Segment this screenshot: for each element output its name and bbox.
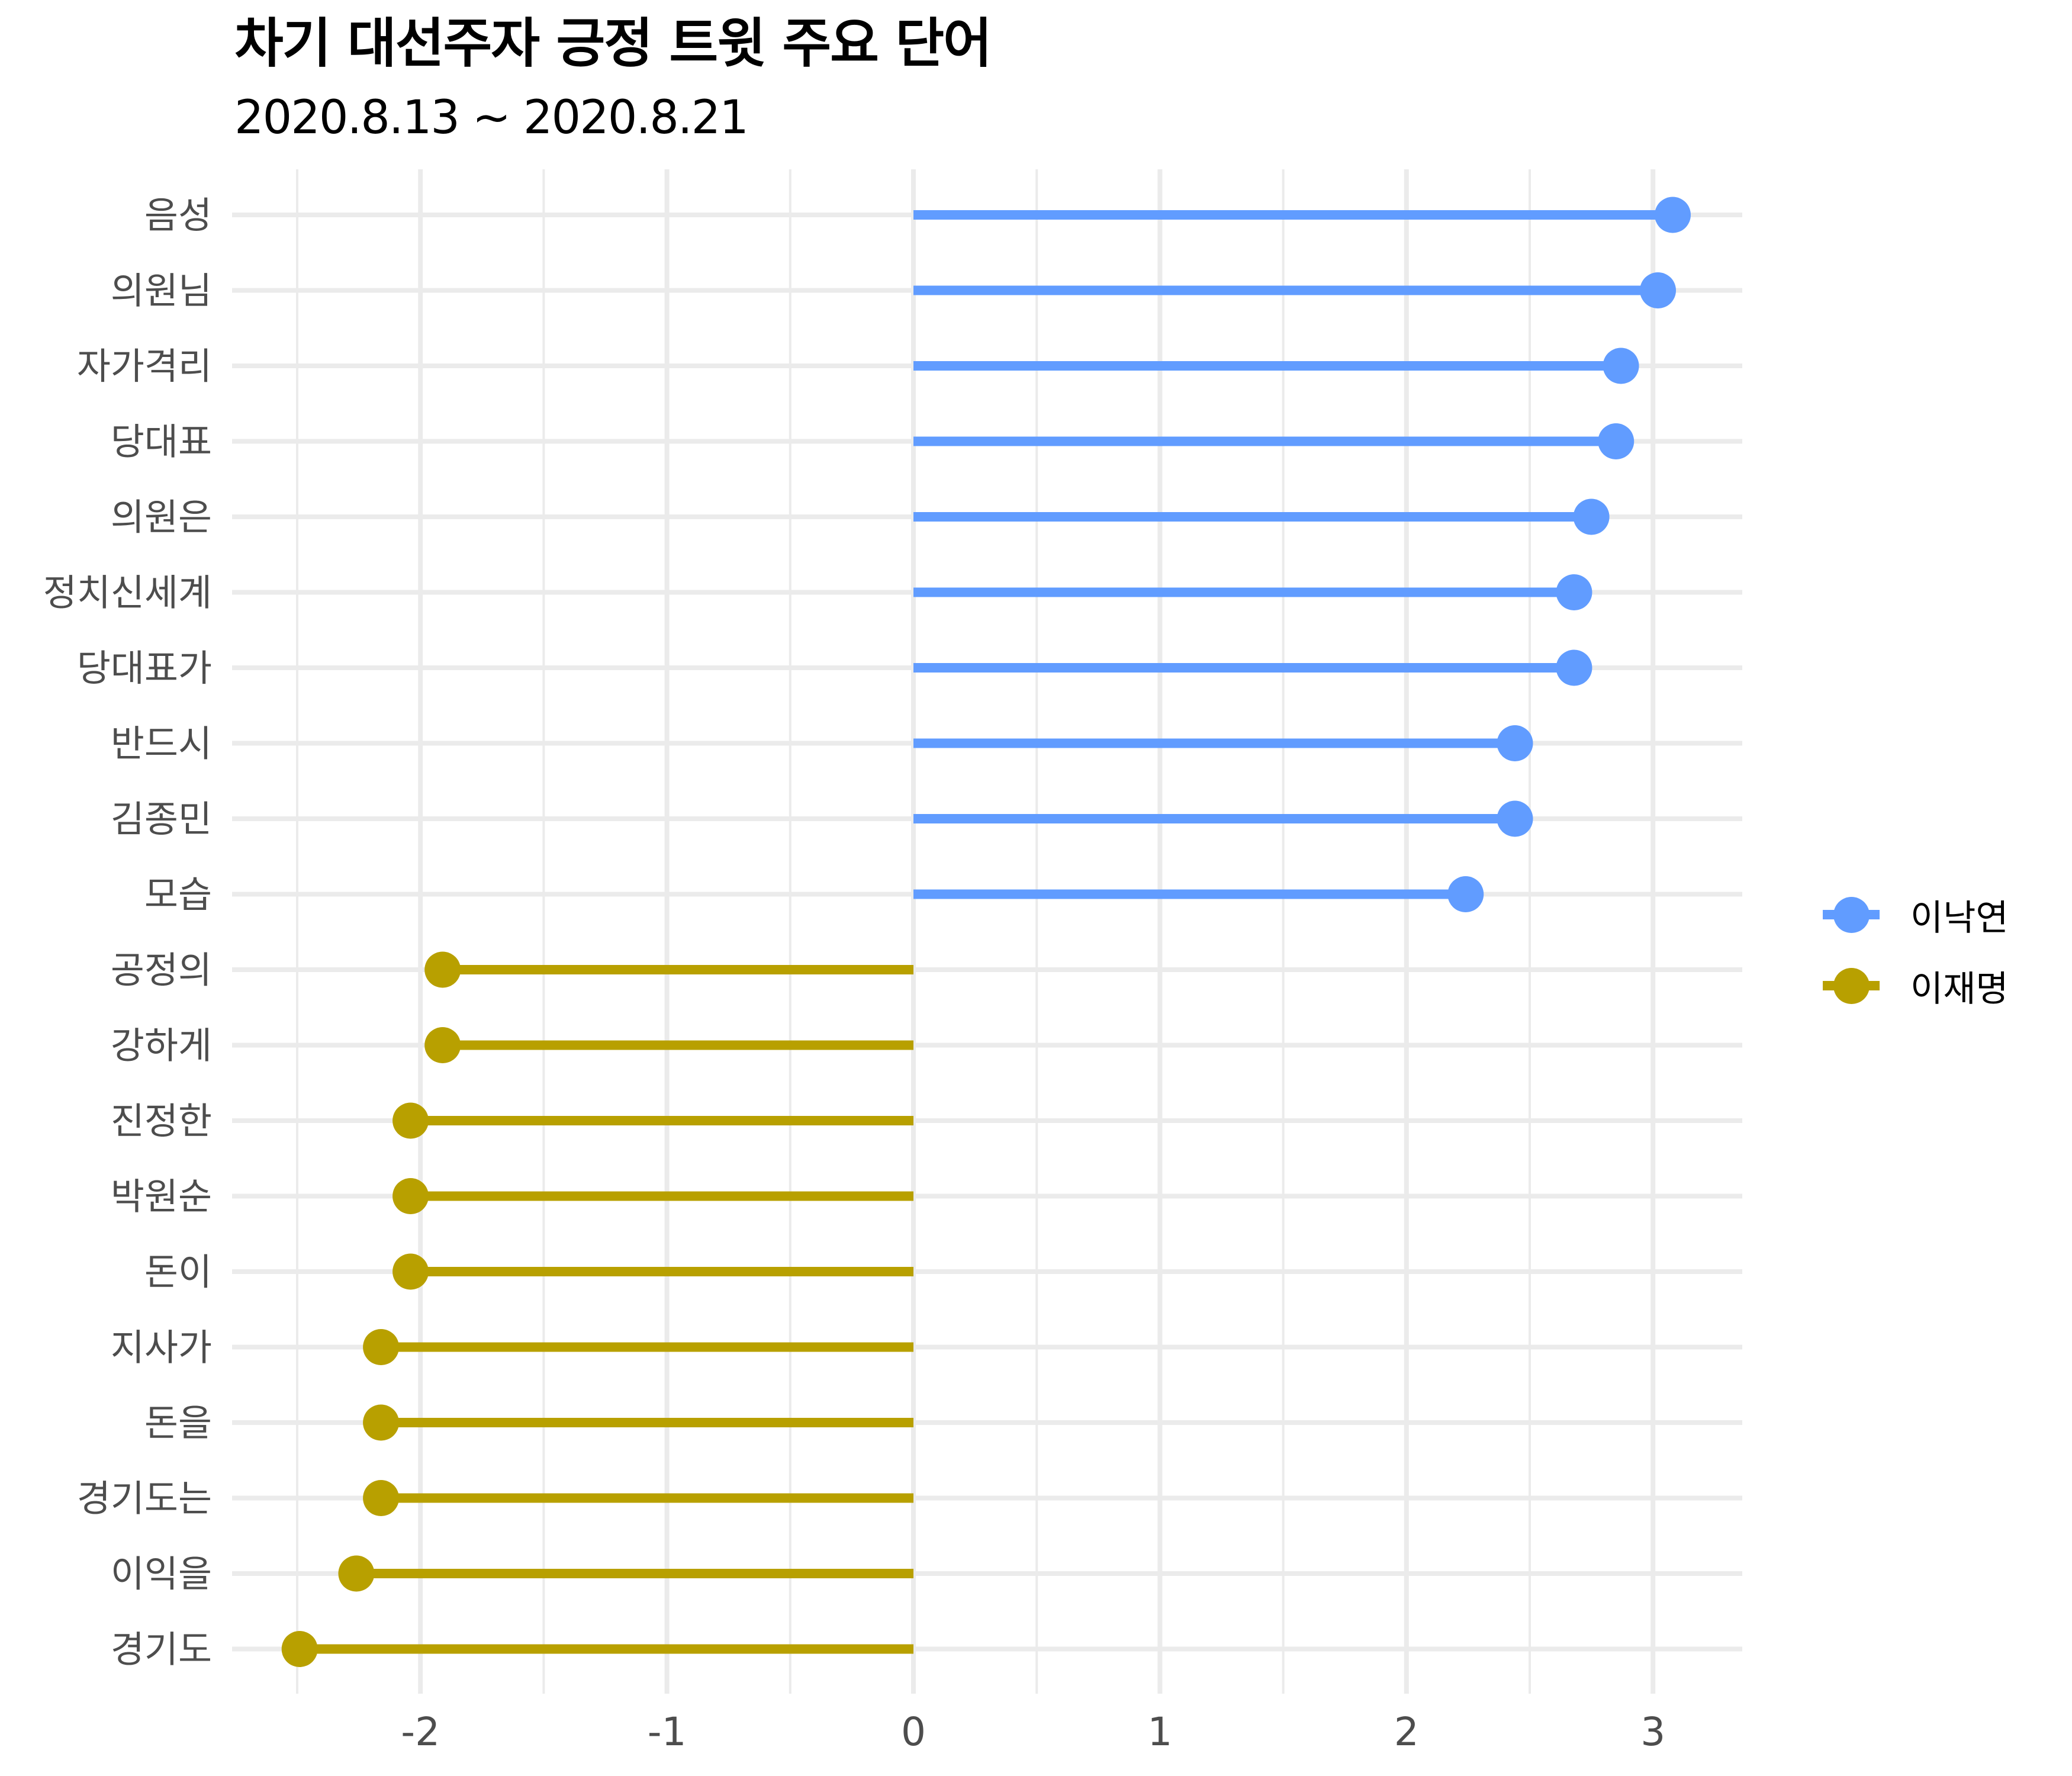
y-tick-label: 모습 xyxy=(144,873,212,916)
y-tick-label: 강하게 xyxy=(111,1024,212,1067)
lollipop-point xyxy=(363,1480,400,1516)
lollipop-point xyxy=(424,951,461,988)
legend-key-icon xyxy=(1823,956,1880,1015)
x-tick-label: 2 xyxy=(1394,1709,1419,1755)
legend-dot-swatch xyxy=(1833,897,1870,933)
x-tick-label: 1 xyxy=(1147,1709,1172,1755)
lollipop-point xyxy=(281,1631,318,1667)
lollipop-point xyxy=(1573,498,1610,535)
lollipop-point xyxy=(338,1555,375,1592)
lollipop-point xyxy=(392,1102,429,1139)
lollipop-point xyxy=(392,1253,429,1290)
lollipop-point xyxy=(1497,725,1533,761)
lollipop-point xyxy=(363,1329,400,1365)
lollipop-point xyxy=(363,1404,400,1441)
y-tick-label: 경기도 xyxy=(111,1628,212,1671)
legend-dot-swatch xyxy=(1833,968,1870,1004)
chart-subtitle: 2020.8.13 ~ 2020.8.21 xyxy=(234,91,749,144)
y-tick-label: 당대표가 xyxy=(77,646,212,690)
x-axis-labels: -2 -1 0 1 2 3 xyxy=(401,1709,1665,1755)
y-tick-label: 공정의 xyxy=(111,948,212,992)
y-tick-label: 경기도는 xyxy=(77,1477,212,1520)
x-tick-label: 3 xyxy=(1640,1709,1665,1755)
legend-item-lee-jae-myung: 이재명 xyxy=(1823,950,2009,1021)
y-tick-label: 반드시 xyxy=(111,722,212,765)
lollipop-point xyxy=(1556,574,1592,610)
lollipop-point xyxy=(1556,649,1592,686)
y-tick-label: 의원은 xyxy=(111,496,212,539)
y-tick-label: 돈을 xyxy=(144,1401,212,1444)
lollipop-segments xyxy=(300,210,1673,1654)
lollipop-point xyxy=(1447,876,1484,912)
legend-item-lee-nak-yon: 이낙연 xyxy=(1823,879,2009,950)
y-tick-label: 돈이 xyxy=(144,1250,212,1294)
y-tick-label: 당대표 xyxy=(111,420,212,464)
y-tick-label: 음성 xyxy=(144,194,212,237)
lollipop-points xyxy=(281,197,1691,1667)
legend-label: 이낙연 xyxy=(1910,897,2009,939)
y-tick-label: 김종민 xyxy=(111,797,212,841)
major-gridlines xyxy=(232,169,1742,1694)
lollipop-point xyxy=(424,1027,461,1063)
y-tick-label: 지사가 xyxy=(111,1326,212,1369)
lollipop-point xyxy=(392,1178,429,1214)
lollipop-point xyxy=(1598,423,1635,459)
x-tick-label: -2 xyxy=(401,1709,440,1755)
y-tick-label: 이익을 xyxy=(111,1552,212,1595)
chart-title: 차기 대선주자 긍정 트윗 주요 단어 xyxy=(234,12,992,75)
lollipop-point xyxy=(1640,272,1677,308)
lollipop-point xyxy=(1655,197,1691,233)
lollipop-point xyxy=(1603,348,1639,384)
x-tick-label: 0 xyxy=(901,1709,926,1755)
legend: 이낙연 이재명 xyxy=(1823,879,2009,1021)
legend-key-icon xyxy=(1823,885,1880,944)
y-tick-label: 정치신세계 xyxy=(43,571,212,614)
y-tick-label: 박원순 xyxy=(111,1175,212,1218)
y-tick-label: 진정한 xyxy=(111,1099,212,1143)
minor-gridlines xyxy=(296,169,1531,1694)
y-tick-label: 의원님 xyxy=(111,269,212,313)
lollipop-point xyxy=(1497,800,1533,837)
legend-label: 이재명 xyxy=(1910,968,2009,1010)
x-tick-label: -1 xyxy=(648,1709,687,1755)
y-tick-label: 자가격리 xyxy=(77,345,212,388)
y-axis-labels: 음성의원님자가격리당대표의원은정치신세계당대표가반드시김종민모습공정의강하게진정… xyxy=(43,194,212,1671)
